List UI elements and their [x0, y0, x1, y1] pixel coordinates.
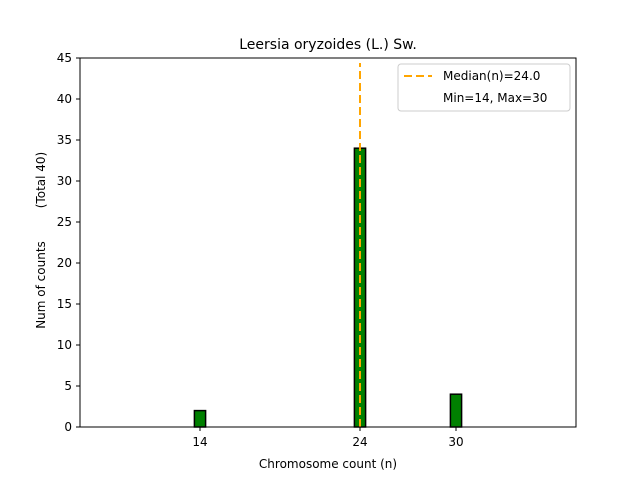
y-tick-label: 10	[57, 338, 72, 352]
bar-14	[193, 409, 207, 428]
y-axis-label-total: (Total 40)	[34, 152, 48, 208]
y-axis-ticks: 0 5 10 15 20 25 30 35 40 45	[57, 51, 80, 434]
y-tick-label: 30	[57, 174, 72, 188]
legend-median-label: Median(n)=24.0	[443, 69, 540, 83]
y-tick-label: 40	[57, 92, 72, 106]
x-tick-label: 14	[192, 435, 207, 449]
x-tick-label: 24	[352, 435, 367, 449]
bar-30	[449, 393, 463, 428]
x-tick-label: 30	[448, 435, 463, 449]
y-axis-label: Num of counts	[34, 241, 48, 329]
y-tick-label: 0	[64, 420, 72, 434]
y-tick-label: 20	[57, 256, 72, 270]
legend-minmax-label: Min=14, Max=30	[443, 91, 547, 105]
y-tick-label: 45	[57, 51, 72, 65]
y-tick-label: 5	[64, 379, 72, 393]
legend: Median(n)=24.0 Min=14, Max=30	[397, 63, 571, 112]
y-tick-label: 25	[57, 215, 72, 229]
plot-frame	[79, 57, 577, 428]
x-axis-label: Chromosome count (n)	[259, 457, 397, 471]
legend-box	[397, 63, 571, 112]
bars-group	[193, 147, 463, 428]
y-tick-label: 15	[57, 297, 72, 311]
chart-title: Leersia oryzoides (L.) Sw.	[239, 37, 417, 53]
x-axis-ticks: 14 24 30	[192, 427, 464, 449]
y-tick-label: 35	[57, 133, 72, 147]
